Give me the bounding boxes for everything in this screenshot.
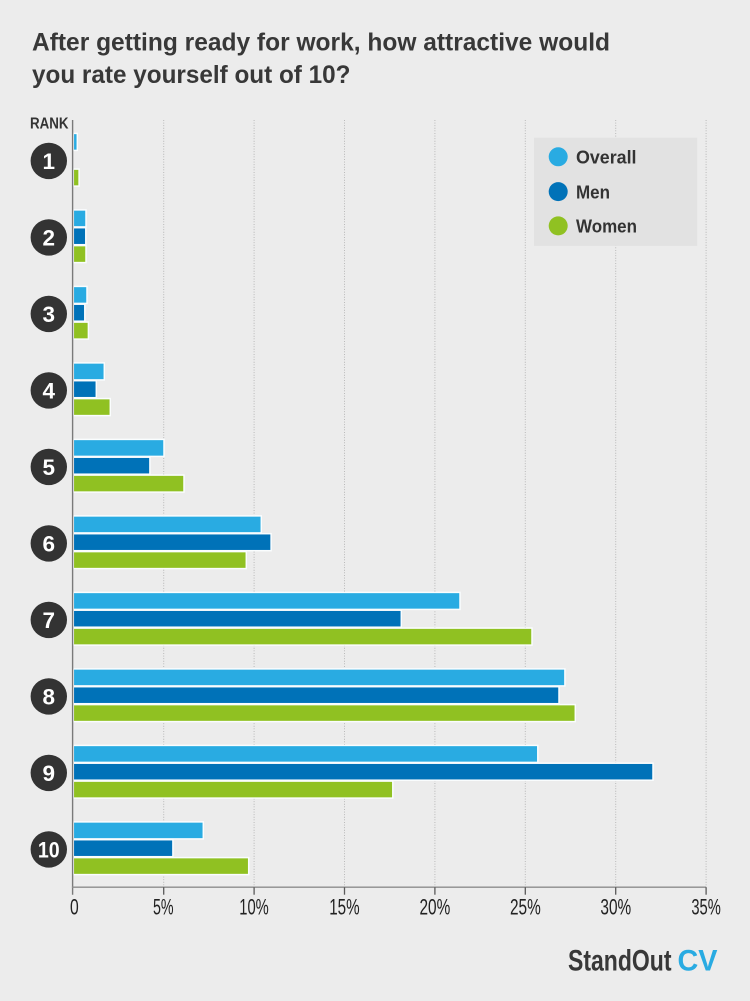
svg-text:After getting ready for work,: After getting ready for work, how attrac… [32,28,610,56]
svg-text:StandOut: StandOut [568,944,672,977]
svg-text:you rate yourself out of 10?: you rate yourself out of 10? [32,61,351,89]
svg-text:10: 10 [38,838,60,863]
svg-text:5: 5 [43,455,56,480]
svg-text:30%: 30% [600,895,631,920]
svg-text:Women: Women [576,216,637,237]
svg-text:10%: 10% [239,895,269,920]
svg-text:2: 2 [43,226,56,251]
svg-text:5%: 5% [153,895,174,920]
svg-text:6: 6 [43,532,56,557]
svg-text:35%: 35% [691,895,721,920]
svg-text:7: 7 [43,608,56,633]
svg-text:20%: 20% [420,895,451,920]
svg-text:0: 0 [70,895,79,920]
svg-text:CV: CV [678,944,718,977]
svg-text:9: 9 [43,761,56,786]
svg-text:1: 1 [43,149,56,174]
svg-text:3: 3 [43,302,56,327]
svg-text:15%: 15% [329,895,359,920]
svg-text:4: 4 [43,379,56,404]
svg-text:25%: 25% [510,895,541,920]
svg-text:8: 8 [43,685,56,710]
svg-text:Men: Men [576,181,610,202]
svg-text:RANK: RANK [30,116,69,133]
svg-text:Overall: Overall [576,147,637,168]
